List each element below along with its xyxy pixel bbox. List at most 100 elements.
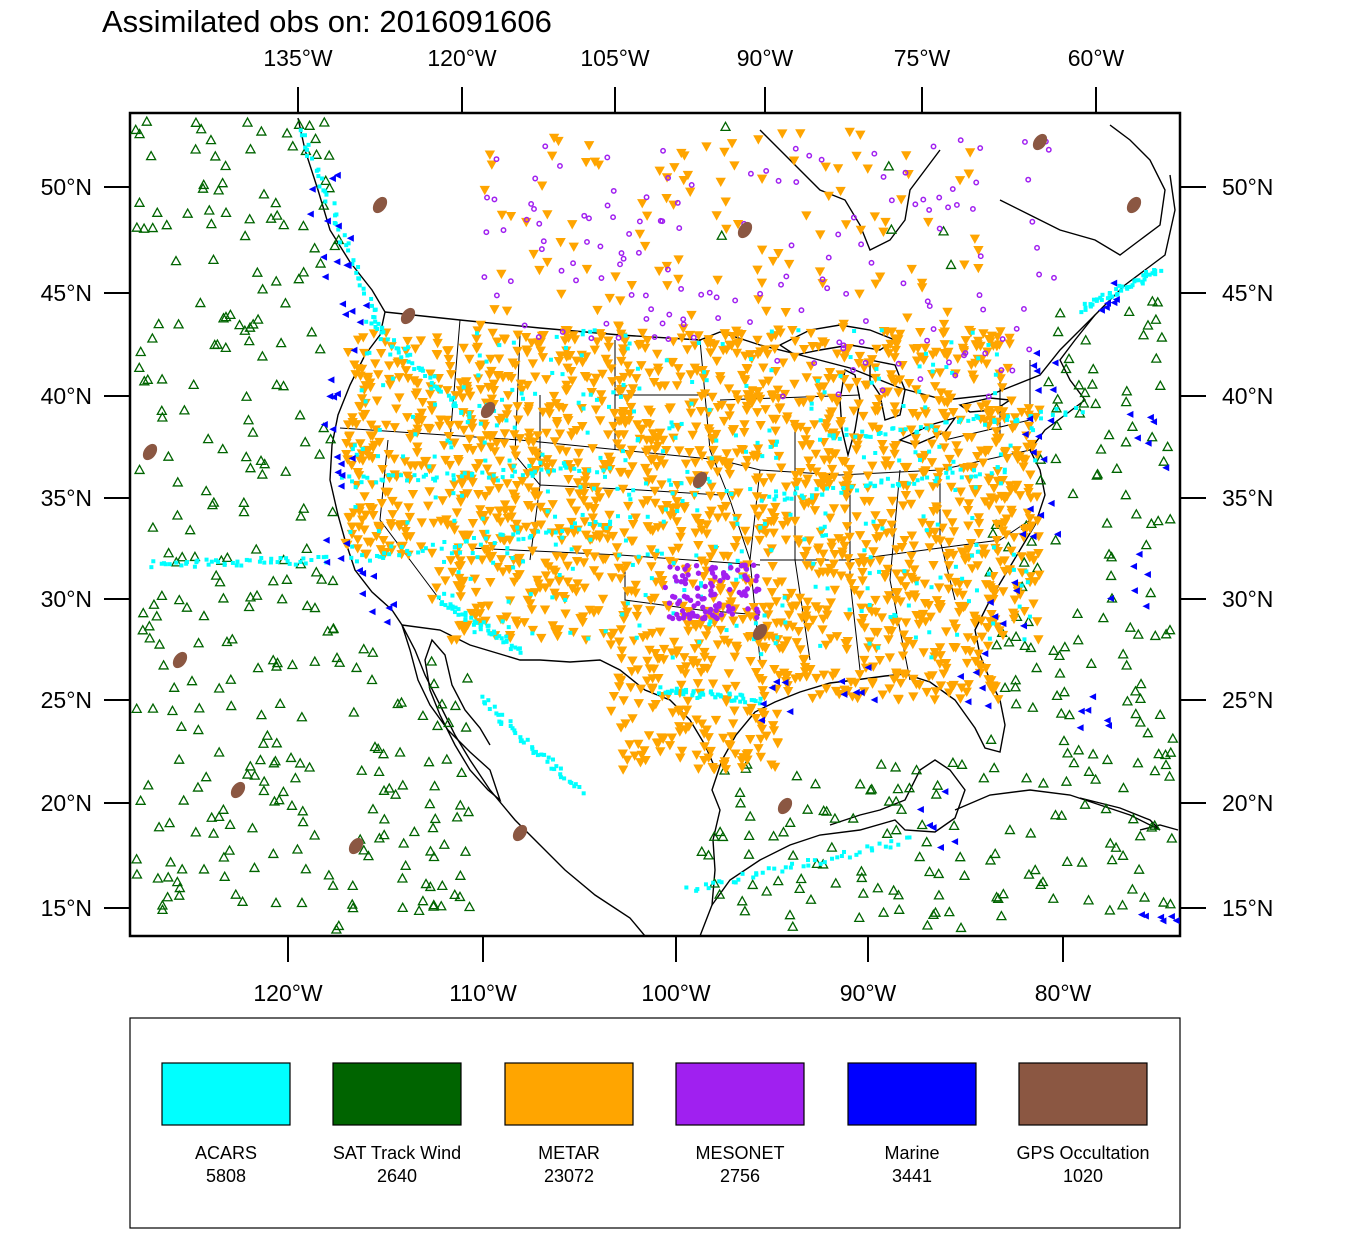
obs-marker (1099, 297, 1104, 302)
obs-marker (757, 504, 769, 514)
obs-marker (795, 422, 806, 433)
obs-marker (388, 352, 393, 357)
obs-marker (580, 157, 592, 168)
obs-marker (310, 156, 315, 161)
obs-marker (588, 537, 593, 542)
obs-marker (604, 510, 615, 521)
obs-marker (758, 525, 763, 530)
obs-marker (762, 613, 767, 618)
obs-marker (997, 630, 1009, 641)
obs-marker (481, 431, 493, 441)
obs-marker (701, 142, 712, 152)
obs-marker (346, 248, 351, 253)
obs-marker (487, 431, 499, 441)
obs-marker (467, 543, 478, 553)
obs-marker (451, 811, 463, 822)
obs-marker (1133, 863, 1145, 874)
obs-marker (753, 511, 764, 521)
obs-marker (463, 530, 474, 540)
obs-marker (557, 573, 562, 578)
obs-marker (333, 258, 341, 266)
obs-marker (521, 740, 526, 745)
obs-marker (973, 179, 980, 186)
obs-marker (1080, 334, 1092, 345)
obs-marker (589, 503, 600, 514)
obs-marker (582, 502, 594, 512)
obs-marker (395, 696, 408, 707)
obs-marker (366, 674, 378, 685)
obs-marker (786, 708, 794, 716)
obs-marker (984, 702, 992, 710)
obs-marker (511, 565, 516, 570)
obs-marker (609, 408, 620, 419)
obs-marker (744, 383, 749, 388)
obs-marker (640, 447, 652, 457)
obs-marker (1165, 746, 1177, 757)
obs-marker (945, 393, 957, 403)
obs-marker (475, 320, 486, 331)
obs-marker (539, 752, 544, 757)
obs-marker (991, 621, 996, 626)
obs-marker (824, 367, 836, 378)
obs-marker (439, 546, 444, 551)
obs-marker (476, 555, 488, 565)
obs-marker (1073, 379, 1085, 390)
obs-marker (740, 462, 752, 472)
obs-marker (509, 577, 520, 587)
obs-marker (869, 380, 874, 385)
obs-marker (224, 818, 236, 829)
obs-marker (654, 166, 665, 176)
obs-marker (877, 841, 882, 846)
obs-marker (244, 557, 249, 562)
obs-marker (591, 373, 602, 384)
obs-marker (309, 602, 321, 613)
obs-marker (869, 846, 874, 851)
obs-marker (171, 509, 184, 520)
obs-marker (397, 779, 409, 790)
obs-marker (285, 559, 290, 564)
obs-marker (259, 458, 271, 469)
obs-marker (533, 749, 538, 754)
obs-marker (851, 512, 862, 522)
obs-marker (458, 343, 469, 354)
obs-marker (317, 184, 322, 189)
obs-marker (558, 267, 565, 274)
obs-marker (699, 652, 710, 663)
obs-marker (620, 612, 625, 617)
obs-marker (507, 458, 512, 463)
obs-marker (777, 520, 789, 531)
obs-marker (794, 882, 806, 894)
obs-marker (809, 420, 820, 430)
obs-marker (521, 536, 526, 541)
obs-marker (920, 343, 931, 354)
obs-marker (854, 351, 866, 362)
obs-marker (1067, 488, 1079, 499)
obs-marker (412, 367, 417, 372)
obs-marker (337, 240, 342, 245)
obs-marker (408, 352, 413, 357)
obs-marker (498, 532, 503, 537)
obs-marker (992, 546, 1003, 557)
obs-marker (1033, 635, 1044, 645)
left-lat-label: 35°N (41, 485, 92, 511)
obs-marker (658, 685, 663, 690)
obs-marker (930, 143, 937, 150)
obs-marker (847, 812, 859, 823)
obs-marker (807, 693, 818, 704)
obs-marker (554, 429, 566, 439)
obs-marker (914, 851, 926, 862)
obs-marker (1051, 419, 1063, 431)
obs-marker (535, 753, 540, 758)
obs-marker (455, 592, 466, 602)
obs-marker (429, 780, 441, 791)
obs-marker (1114, 287, 1119, 292)
obs-marker (947, 518, 958, 528)
obs-marker (935, 536, 946, 546)
obs-marker (455, 556, 466, 566)
obs-marker (706, 506, 717, 516)
obs-marker (961, 579, 973, 590)
obs-marker (349, 555, 354, 560)
obs-marker (176, 863, 188, 874)
obs-marker (569, 525, 574, 530)
obs-marker (1011, 552, 1016, 557)
